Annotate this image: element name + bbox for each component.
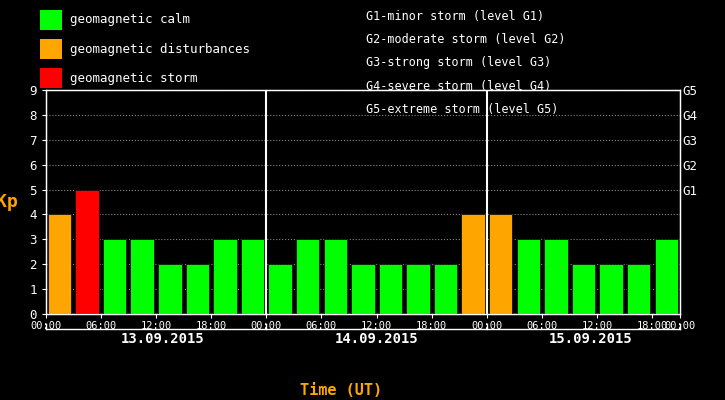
Bar [572, 264, 595, 314]
Text: 13.09.2015: 13.09.2015 [121, 332, 204, 346]
Bar [378, 264, 402, 314]
Text: 15.09.2015: 15.09.2015 [549, 332, 632, 346]
Bar [268, 264, 292, 314]
Text: geomagnetic calm: geomagnetic calm [70, 14, 191, 26]
Bar [130, 239, 154, 314]
Bar [434, 264, 457, 314]
Bar [241, 239, 264, 314]
Text: Time (UT): Time (UT) [299, 383, 382, 398]
Bar [323, 239, 347, 314]
Text: G4-severe storm (level G4): G4-severe storm (level G4) [366, 80, 552, 93]
Text: geomagnetic disturbances: geomagnetic disturbances [70, 43, 250, 56]
Bar [544, 239, 568, 314]
Bar [351, 264, 375, 314]
Bar [627, 264, 650, 314]
Bar [489, 214, 513, 314]
Bar [213, 239, 236, 314]
Bar [186, 264, 209, 314]
Bar [75, 190, 99, 314]
Bar [296, 239, 320, 314]
Bar [103, 239, 126, 314]
Bar [462, 214, 485, 314]
Text: Kp: Kp [0, 193, 18, 211]
Bar [48, 214, 71, 314]
Bar [406, 264, 430, 314]
Text: G2-moderate storm (level G2): G2-moderate storm (level G2) [366, 33, 566, 46]
Text: G1-minor storm (level G1): G1-minor storm (level G1) [366, 10, 544, 23]
Text: geomagnetic storm: geomagnetic storm [70, 72, 198, 85]
Bar [600, 264, 623, 314]
Text: G5-extreme storm (level G5): G5-extreme storm (level G5) [366, 103, 558, 116]
Text: G3-strong storm (level G3): G3-strong storm (level G3) [366, 56, 552, 69]
Text: 14.09.2015: 14.09.2015 [335, 332, 418, 346]
Bar [655, 239, 678, 314]
Bar [158, 264, 181, 314]
Bar [517, 239, 540, 314]
